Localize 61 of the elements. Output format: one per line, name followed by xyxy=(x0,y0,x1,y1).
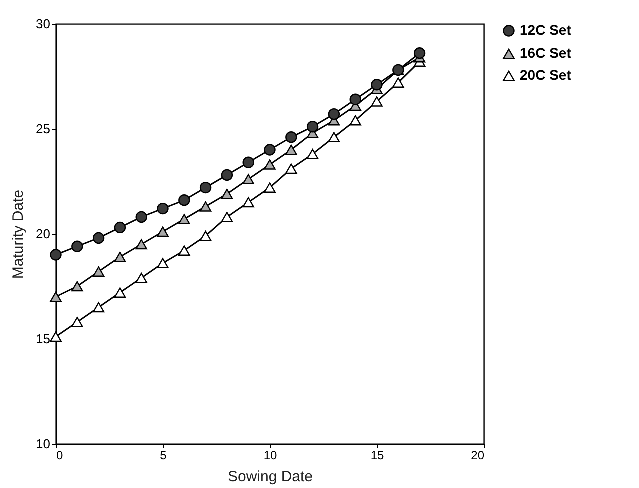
point xyxy=(136,272,148,284)
point xyxy=(114,288,126,298)
point xyxy=(50,249,62,261)
y-axis-title: Maturity Date xyxy=(10,190,28,280)
point xyxy=(286,164,298,174)
y-tick-label: 15 xyxy=(36,332,50,346)
point xyxy=(200,182,212,194)
point xyxy=(114,222,126,234)
x-tick-label: 15 xyxy=(370,448,384,462)
point xyxy=(72,281,84,292)
point xyxy=(92,266,105,277)
point xyxy=(350,115,362,126)
point xyxy=(50,332,62,342)
point xyxy=(371,79,383,91)
point xyxy=(306,121,319,133)
point xyxy=(264,144,276,156)
point xyxy=(136,239,148,250)
y-tick-label: 25 xyxy=(36,122,50,136)
x-tick-label: 5 xyxy=(160,448,168,462)
y-tick-label: 20 xyxy=(36,226,50,242)
point xyxy=(221,188,234,200)
point xyxy=(92,232,105,244)
point xyxy=(157,226,169,238)
point xyxy=(392,78,404,88)
point xyxy=(350,94,362,106)
point xyxy=(242,174,254,185)
point xyxy=(157,202,169,215)
point xyxy=(157,258,169,269)
point xyxy=(242,197,254,208)
point xyxy=(414,48,426,60)
point xyxy=(264,182,276,193)
point xyxy=(221,212,234,222)
point xyxy=(178,194,190,206)
point xyxy=(136,211,148,224)
legend-label: 16C Set xyxy=(520,45,572,61)
legend-label: 12C Set xyxy=(520,22,572,38)
point xyxy=(221,169,234,182)
point xyxy=(328,108,340,120)
y-tick-label: 30 xyxy=(36,16,50,32)
point xyxy=(178,246,190,256)
point xyxy=(286,132,298,144)
point xyxy=(200,202,212,212)
point xyxy=(242,156,254,168)
x-tick-label: 0 xyxy=(56,448,64,462)
point xyxy=(72,317,84,328)
legend-label: 20C Set xyxy=(520,67,572,83)
point xyxy=(72,240,84,252)
point xyxy=(114,252,126,262)
point xyxy=(286,144,298,156)
point xyxy=(371,96,383,107)
y-tick-label: 10 xyxy=(36,436,50,452)
x-tick-label: 10 xyxy=(264,448,278,462)
x-axis-title: Sowing Date xyxy=(228,468,314,486)
point xyxy=(178,214,190,224)
point xyxy=(92,302,105,313)
point xyxy=(264,160,276,170)
x-tick-label: 20 xyxy=(471,448,485,462)
point xyxy=(328,132,340,143)
point xyxy=(200,230,212,242)
point xyxy=(50,292,62,302)
point xyxy=(306,149,319,160)
